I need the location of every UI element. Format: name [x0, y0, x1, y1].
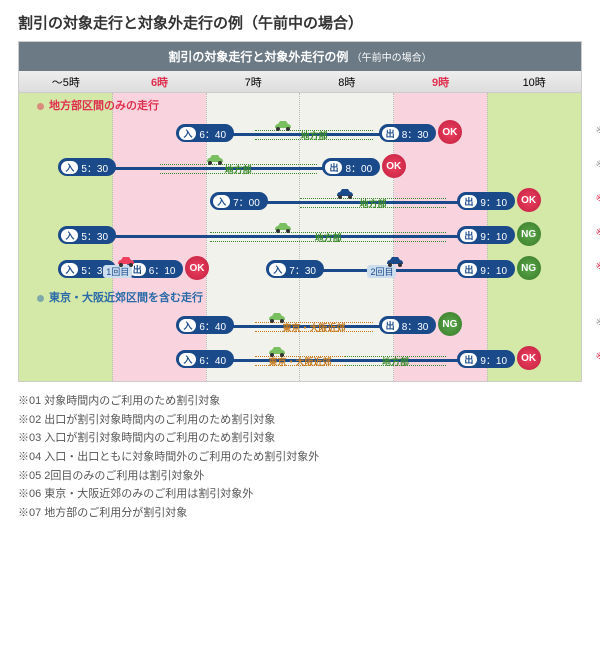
car-icon [384, 255, 406, 272]
note-ref: ※01 [595, 125, 600, 136]
car-icon [272, 221, 294, 238]
note-ref: ※04 [595, 227, 600, 238]
status-badge: OK [438, 120, 462, 144]
chart-title-sub: （午前中の場合） [352, 53, 432, 64]
section-label-local: 地方部区間のみの走行 [19, 93, 581, 115]
car-icon [204, 153, 226, 170]
time-pill: 出8：00 [322, 158, 380, 176]
time-pill: 入6：40 [176, 124, 234, 142]
chart-title: 割引の対象走行と対象外走行の例 （午前中の場合） [19, 42, 581, 71]
region-label: 地方部 [210, 232, 446, 242]
hour-label: 6時 [113, 74, 207, 90]
status-badge: OK [382, 154, 406, 178]
timeline-chart: 割引の対象走行と対象外走行の例 （午前中の場合） ～5時6時7時8時9時10時 … [18, 41, 582, 382]
time-pill: 入5：30 [58, 226, 116, 244]
time-pill: 入5：30 [58, 158, 116, 176]
hour-label: 10時 [487, 74, 581, 90]
footnote-line: ※03 入口が割引対象時間内のご利用のため割引対象 [18, 429, 582, 448]
status-badge: NG [438, 312, 462, 336]
footnote-line: ※07 地方部のご利用分が割引対象 [18, 504, 582, 523]
status-badge: OK [517, 346, 541, 370]
time-pill: 入7：30 [266, 260, 324, 278]
footnotes: ※01 対象時間内のご利用のため割引対象※02 出口が割引対象時間内のご利用のた… [0, 382, 600, 539]
note-ref: ※05 [595, 261, 600, 272]
footnote-line: ※04 入口・出口ともに対象時間外のご利用のため割引対象外 [18, 448, 582, 467]
timeline-row: 地方部入5：30出8：00OK※02 [19, 149, 581, 183]
page-title: 割引の対象走行と対象外走行の例（午前中の場合） [0, 0, 600, 41]
time-pill: 出9：10 [457, 192, 515, 210]
footnote-line: ※01 対象時間内のご利用のため割引対象 [18, 392, 582, 411]
lanes-container: 地方部区間のみの走行地方部入6：40出8：30OK※01地方部入5：30出8：0… [19, 93, 581, 381]
timeline-row: 地方部入6：40出8：30OK※01 [19, 115, 581, 149]
time-pill: 入7：00 [210, 192, 268, 210]
car-icon [266, 311, 288, 328]
time-pill: 出9：10 [457, 350, 515, 368]
time-pill: 入6：40 [176, 316, 234, 334]
timeline-header: ～5時6時7時8時9時10時 [19, 71, 581, 93]
status-badge: NG [517, 256, 541, 280]
footnote-line: ※02 出口が割引対象時間内のご利用のため割引対象 [18, 411, 582, 430]
status-badge: OK [517, 188, 541, 212]
region-label: 地方部 [160, 164, 317, 174]
car-icon [334, 187, 356, 204]
time-pill: 出8：30 [379, 316, 437, 334]
footnote-line: ※06 東京・大阪近郊のみのご利用は割引対象外 [18, 485, 582, 504]
hour-label: 9時 [394, 74, 488, 90]
time-pill: 出8：30 [379, 124, 437, 142]
time-pill: 出9：10 [457, 260, 515, 278]
section-label-metro: 東京・大阪近郊区間を含む走行 [19, 285, 581, 307]
chart-title-main: 割引の対象走行と対象外走行の例 [168, 50, 348, 64]
region-label: 地方部 [300, 198, 446, 208]
status-badge: NG [517, 222, 541, 246]
timeline-row: 地方部入5：30出9：10NG※04 [19, 217, 581, 251]
hour-label: 8時 [300, 74, 394, 90]
timeline-row: 地方部入7：00出9：10OK※03 [19, 183, 581, 217]
hour-label: 7時 [206, 74, 300, 90]
note-ref: ※07 [595, 351, 600, 362]
timeline-row: 入5：30出6：10OK1回目入7：30出9：10NG2回目※05 [19, 251, 581, 285]
note-ref: ※06 [595, 317, 600, 328]
time-pill: 出9：10 [457, 226, 515, 244]
footnote-line: ※05 2回目のみのご利用は割引対象外 [18, 467, 582, 486]
hour-label: ～5時 [19, 74, 113, 90]
car-icon [272, 119, 294, 136]
note-ref: ※03 [595, 193, 600, 204]
car-icon [115, 255, 137, 272]
car-icon [266, 345, 288, 362]
status-badge: OK [185, 256, 209, 280]
timeline-row: 東京・大阪近郊入6：40出8：30NG※06 [19, 307, 581, 341]
timeline-row: 東京・大阪近郊地方部入6：40出9：10OK※07 [19, 341, 581, 375]
region-label: 地方部 [345, 356, 446, 366]
note-ref: ※02 [595, 159, 600, 170]
time-pill: 入6：40 [176, 350, 234, 368]
